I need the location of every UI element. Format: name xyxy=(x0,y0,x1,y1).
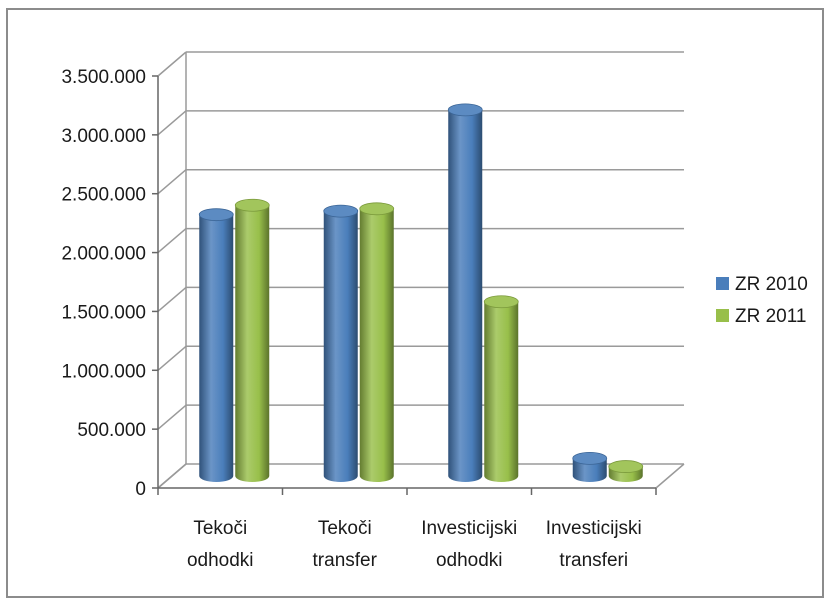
gridline-diag xyxy=(157,286,187,312)
bar-top xyxy=(323,204,359,218)
y-tick-label: 2.000.000 xyxy=(61,244,146,265)
legend-label: ZR 2011 xyxy=(735,306,806,327)
bar-body xyxy=(448,109,483,482)
x-axis xyxy=(157,76,657,495)
y-tick-label: 500.000 xyxy=(77,420,146,441)
bars xyxy=(198,103,644,482)
bar-zr-2011-1 xyxy=(359,202,395,482)
y-tick-label: 0 xyxy=(135,479,146,500)
category-label: Tekoči xyxy=(193,518,247,539)
y-tick-label: 2.500.000 xyxy=(61,185,146,206)
bar-top xyxy=(608,460,644,473)
gridline-diag xyxy=(157,463,187,489)
gridline-diag xyxy=(157,51,187,77)
category-label: transfer xyxy=(313,550,378,571)
category-label: Investicijski xyxy=(421,518,517,539)
legend-label: ZR 2010 xyxy=(735,274,808,295)
bar-zr-2010-1 xyxy=(323,204,359,482)
legend: ZR 2010 ZR 2011 xyxy=(716,274,808,327)
category-label: odhodki xyxy=(436,550,503,571)
bar-top xyxy=(572,451,608,465)
bar-body xyxy=(484,301,519,482)
gridline-diag xyxy=(157,110,187,136)
gridline-diag xyxy=(157,345,187,371)
category-label: transferi xyxy=(559,550,628,571)
bar-zr-2011-0 xyxy=(234,198,270,482)
bar-top xyxy=(359,202,395,216)
y-tick-label: 1.500.000 xyxy=(61,302,146,323)
y-tick-label: 3.000.000 xyxy=(61,126,146,147)
category-labels: Tekoči odhodki Tekoči transfer Investicijski… xyxy=(187,518,642,571)
gridline-diag xyxy=(157,404,187,430)
bar-zr-2011-2 xyxy=(483,295,519,482)
bar-body xyxy=(199,214,234,482)
category-label: odhodki xyxy=(187,550,254,571)
bar-zr-2010-2 xyxy=(447,103,483,482)
bar-top xyxy=(198,208,234,222)
category-label: Tekoči xyxy=(318,518,372,539)
gridline-diag xyxy=(157,169,187,195)
legend-swatch xyxy=(716,277,729,290)
chart-frame xyxy=(6,8,824,598)
y-tick-label: 3.500.000 xyxy=(61,67,146,88)
y-tick-label: 1.000.000 xyxy=(61,361,146,382)
bar-body xyxy=(359,208,394,482)
bar-top xyxy=(483,295,519,309)
bar-body xyxy=(323,211,358,482)
gridline-diag xyxy=(157,228,187,254)
bar-zr-2010-0 xyxy=(198,208,234,482)
category-label: Investicijski xyxy=(546,518,642,539)
y-axis-ticks: 0 500.000 1.000.000 1.500.000 2.000.000 2.500… xyxy=(61,67,158,500)
bar-top xyxy=(234,198,270,212)
bar-top xyxy=(447,103,483,117)
bar-zr-2010-3 xyxy=(572,451,608,482)
bar-body xyxy=(572,458,607,482)
bar-zr-2011-3 xyxy=(608,460,644,482)
floor-right-edge xyxy=(655,463,685,489)
legend-swatch xyxy=(716,309,729,322)
bar-body xyxy=(235,205,270,482)
